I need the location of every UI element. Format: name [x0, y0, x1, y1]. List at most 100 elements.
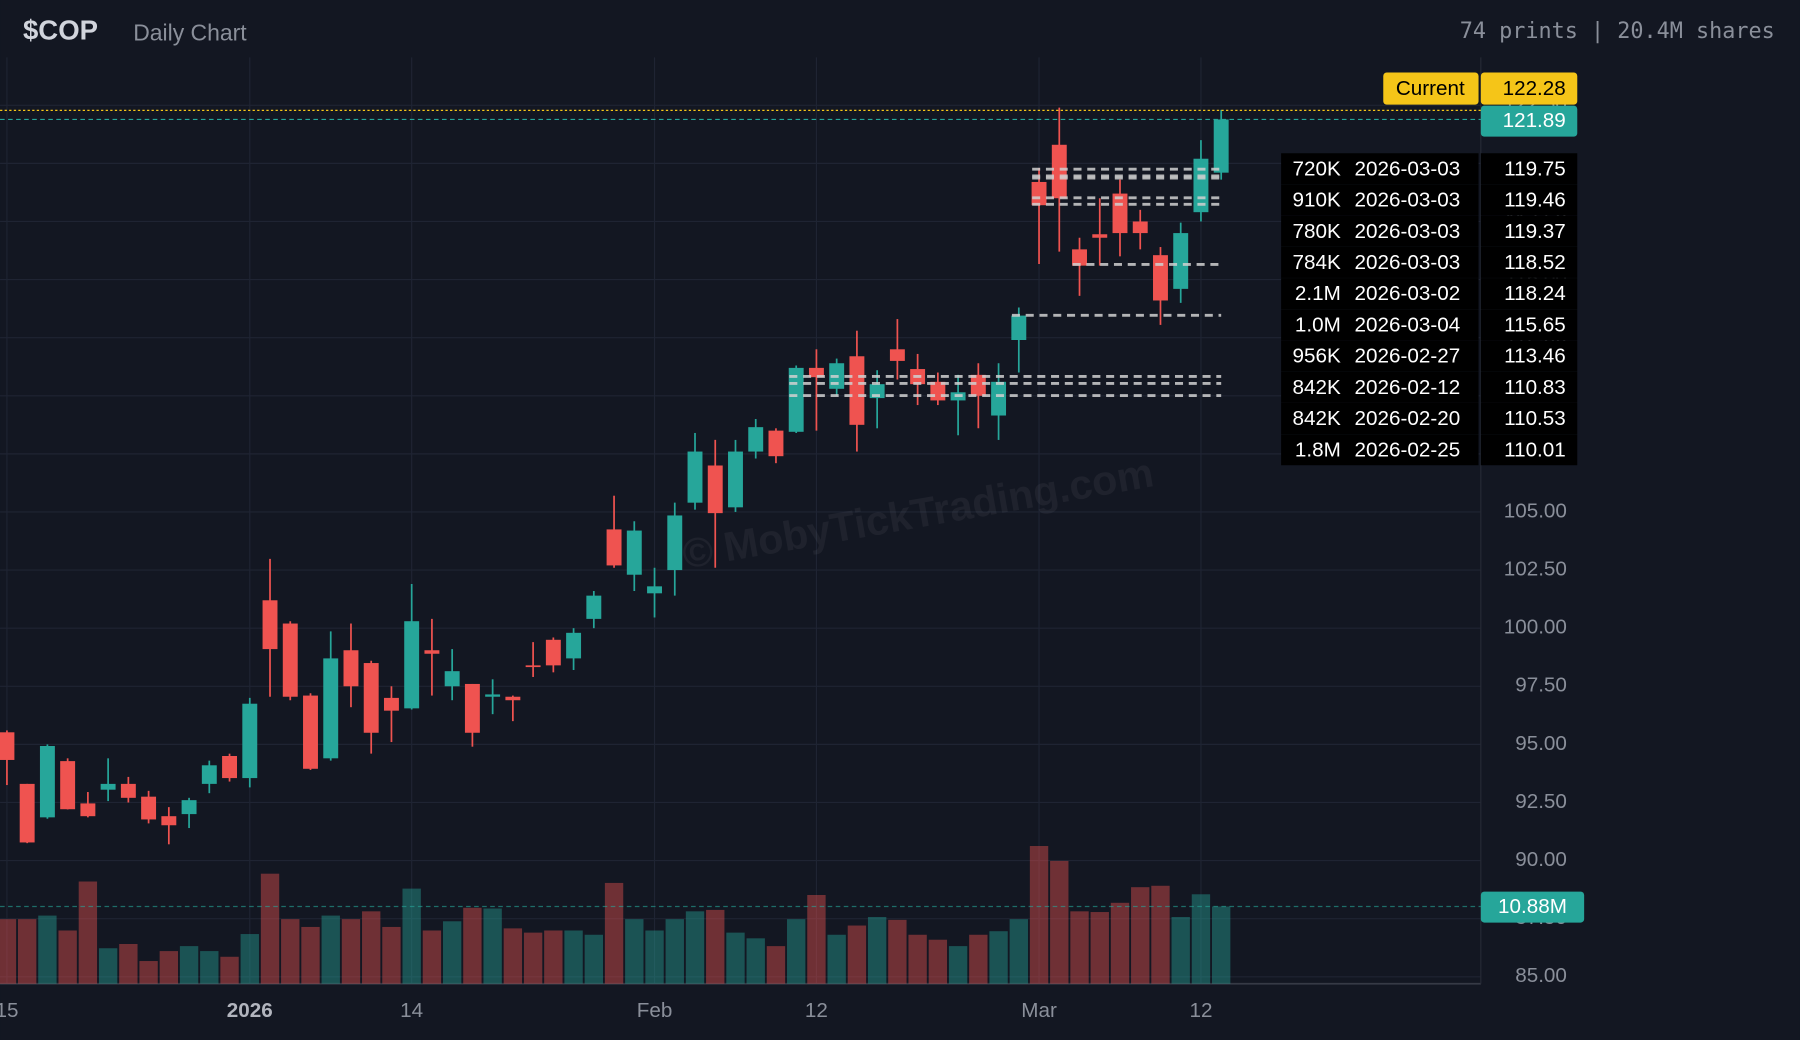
volume-bar — [1110, 902, 1130, 984]
volume-bar — [1171, 917, 1190, 984]
last-volume-label: 10.88M — [1498, 895, 1567, 918]
print-price-box — [1480, 403, 1578, 435]
print-row-box — [1281, 371, 1479, 403]
candle-body — [464, 683, 480, 733]
y-tick-label: 95.00 — [1515, 732, 1567, 755]
volume-bar — [625, 919, 644, 984]
candle-body — [505, 696, 521, 701]
volume-bar — [1151, 885, 1170, 984]
volume-bar — [78, 881, 98, 984]
volume-bar — [685, 911, 705, 984]
print-price-box — [1480, 371, 1578, 403]
x-tick-label: 12 — [805, 999, 828, 1022]
print-price: 110.53 — [1504, 407, 1566, 430]
volume-bar — [98, 948, 118, 984]
print-date: 2026-02-20 — [1355, 407, 1461, 430]
x-tick-label: 14 — [400, 999, 423, 1022]
print-size: 784K — [1293, 251, 1341, 274]
candle-body — [647, 586, 662, 594]
candle-body — [19, 783, 35, 843]
print-row-box — [1281, 403, 1479, 435]
candle-body — [728, 451, 743, 508]
volume-bar — [1212, 906, 1231, 984]
volume-bar — [807, 894, 826, 984]
y-tick-label: 97.50 — [1515, 674, 1567, 697]
print-row-box — [1281, 184, 1479, 216]
volume-bar — [321, 915, 340, 984]
volume-bar — [1009, 919, 1028, 984]
print-row-box — [1281, 309, 1479, 341]
volume-bar — [706, 909, 725, 984]
volume-bar — [847, 925, 867, 984]
candle-body — [444, 671, 460, 687]
candle-body — [323, 658, 339, 759]
volume-bar — [240, 934, 259, 984]
candle-body — [808, 367, 824, 378]
candle-body — [586, 595, 602, 619]
candle-body — [566, 632, 582, 659]
candle-body — [39, 746, 55, 818]
candle-body — [1051, 144, 1067, 199]
print-size: 956K — [1293, 345, 1341, 368]
candle-body — [303, 695, 318, 769]
candle-body — [667, 515, 683, 571]
y-tick-label: 100.00 — [1504, 616, 1567, 639]
print-size: 1.8M — [1295, 438, 1341, 461]
candle-body — [1072, 249, 1087, 266]
volume-bar — [867, 917, 887, 984]
print-price: 118.24 — [1504, 282, 1566, 305]
print-size: 842K — [1293, 407, 1341, 430]
y-tick-label: 102.50 — [1504, 558, 1567, 581]
candle-body — [262, 600, 278, 650]
x-tick-label: 12 — [1189, 999, 1212, 1022]
print-size: 780K — [1293, 220, 1341, 243]
candle-body — [201, 765, 217, 784]
candle-body — [1132, 221, 1148, 234]
print-size: 1.0M — [1295, 313, 1341, 336]
y-tick-label: 90.00 — [1515, 848, 1567, 871]
candle-body — [100, 783, 116, 790]
print-date: 2026-03-02 — [1355, 282, 1461, 305]
volume-bar — [200, 951, 219, 984]
candle-body — [1173, 233, 1189, 289]
volume-bar — [665, 919, 684, 984]
volume-bar — [928, 939, 948, 984]
candle-body — [1153, 255, 1168, 301]
candle-body — [849, 356, 865, 425]
print-date: 2026-03-03 — [1355, 220, 1461, 243]
volume-bar — [17, 919, 37, 984]
volume-bar — [402, 888, 421, 984]
candle-body — [687, 451, 703, 503]
print-price-box — [1480, 309, 1578, 341]
candle-body — [768, 430, 784, 457]
volume-layer — [0, 846, 1231, 984]
volume-bar — [1191, 894, 1211, 984]
volume-bar — [0, 919, 17, 984]
volume-bar — [179, 946, 199, 984]
candle-body — [404, 621, 420, 709]
candle-body — [1213, 119, 1229, 173]
current-label: Current — [1396, 77, 1465, 100]
volume-bar — [362, 911, 381, 984]
print-price-box — [1480, 153, 1578, 185]
volume-bar — [1050, 860, 1069, 984]
print-price: 119.75 — [1504, 157, 1566, 180]
candle-body — [1031, 181, 1047, 206]
current-price-label: 122.28 — [1503, 77, 1566, 100]
volume-bar — [787, 919, 806, 984]
volume-bar — [523, 932, 543, 984]
volume-bar — [301, 926, 320, 984]
print-price: 119.37 — [1504, 220, 1566, 243]
print-row-box — [1281, 340, 1479, 372]
volume-bar — [746, 938, 765, 984]
candle-body — [343, 650, 359, 687]
volume-bar — [1131, 887, 1150, 984]
volume-bar — [382, 926, 401, 984]
candle-body — [707, 465, 723, 514]
volume-bar — [442, 921, 462, 984]
volume-bar — [1029, 846, 1049, 984]
volume-bar — [281, 919, 300, 984]
print-date: 2026-03-03 — [1355, 251, 1461, 274]
volume-bar — [38, 915, 57, 984]
candle-body — [1112, 193, 1128, 234]
